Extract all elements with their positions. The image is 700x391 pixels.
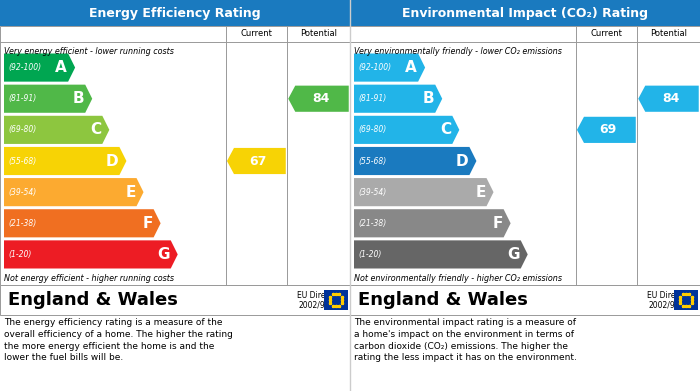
Text: (92-100): (92-100)	[358, 63, 391, 72]
Text: F: F	[492, 216, 503, 231]
Polygon shape	[354, 54, 425, 82]
Text: Current: Current	[240, 29, 272, 38]
Text: 67: 67	[250, 154, 267, 167]
Text: 84: 84	[662, 92, 679, 105]
Text: 2002/91/EC: 2002/91/EC	[299, 301, 343, 310]
Text: (21-38): (21-38)	[358, 219, 386, 228]
Bar	[0, 0, 350, 26]
Text: (55-68): (55-68)	[8, 156, 36, 165]
Bar	[674, 290, 698, 310]
Text: 84: 84	[312, 92, 329, 105]
Polygon shape	[354, 178, 493, 206]
Polygon shape	[354, 84, 442, 113]
Polygon shape	[4, 178, 143, 206]
Text: (39-54): (39-54)	[358, 188, 386, 197]
Polygon shape	[4, 209, 160, 237]
Text: C: C	[90, 122, 101, 137]
Text: Environmental Impact (CO₂) Rating: Environmental Impact (CO₂) Rating	[402, 7, 648, 20]
Polygon shape	[577, 117, 636, 143]
Text: C: C	[440, 122, 452, 137]
Text: B: B	[423, 91, 434, 106]
Text: Very environmentally friendly - lower CO₂ emissions: Very environmentally friendly - lower CO…	[354, 47, 562, 56]
Text: 69: 69	[600, 123, 617, 136]
Text: EU Directive: EU Directive	[648, 292, 694, 301]
Text: The environmental impact rating is a measure of
a home's impact on the environme: The environmental impact rating is a mea…	[354, 318, 577, 362]
Text: F: F	[142, 216, 153, 231]
Text: B: B	[73, 91, 84, 106]
Polygon shape	[4, 240, 178, 269]
Polygon shape	[354, 240, 528, 269]
Polygon shape	[4, 54, 75, 82]
Text: Not environmentally friendly - higher CO₂ emissions: Not environmentally friendly - higher CO…	[354, 274, 562, 283]
Text: Very energy efficient - lower running costs: Very energy efficient - lower running co…	[4, 47, 174, 56]
Text: E: E	[125, 185, 136, 200]
Polygon shape	[4, 147, 127, 175]
Text: (69-80): (69-80)	[358, 126, 386, 135]
Text: (55-68): (55-68)	[358, 156, 386, 165]
Bar	[324, 290, 348, 310]
Text: 2002/91/EC: 2002/91/EC	[649, 301, 693, 310]
Text: G: G	[508, 247, 519, 262]
Text: Current: Current	[590, 29, 622, 38]
Text: The energy efficiency rating is a measure of the
overall efficiency of a home. T: The energy efficiency rating is a measur…	[4, 318, 233, 362]
Text: Energy Efficiency Rating: Energy Efficiency Rating	[89, 7, 261, 20]
Polygon shape	[227, 148, 286, 174]
Bar	[0, 285, 350, 315]
Text: (81-91): (81-91)	[8, 94, 36, 103]
Text: E: E	[475, 185, 486, 200]
Text: (81-91): (81-91)	[358, 94, 386, 103]
Polygon shape	[354, 209, 510, 237]
Polygon shape	[354, 116, 459, 144]
Text: A: A	[405, 60, 417, 75]
Text: A: A	[55, 60, 67, 75]
Polygon shape	[288, 86, 349, 112]
Text: England & Wales: England & Wales	[358, 291, 528, 309]
Text: England & Wales: England & Wales	[8, 291, 178, 309]
Polygon shape	[354, 147, 477, 175]
Text: D: D	[456, 154, 468, 169]
Polygon shape	[638, 86, 699, 112]
Polygon shape	[4, 116, 109, 144]
Text: (21-38): (21-38)	[8, 219, 36, 228]
Polygon shape	[4, 84, 92, 113]
Text: Not energy efficient - higher running costs: Not energy efficient - higher running co…	[4, 274, 174, 283]
Text: D: D	[106, 154, 118, 169]
Text: Potential: Potential	[300, 29, 337, 38]
Text: (92-100): (92-100)	[8, 63, 41, 72]
Text: EU Directive: EU Directive	[298, 292, 344, 301]
Text: (1-20): (1-20)	[358, 250, 382, 259]
Bar	[350, 0, 700, 26]
Text: (39-54): (39-54)	[8, 188, 36, 197]
Text: Potential: Potential	[650, 29, 687, 38]
Bar	[0, 26, 350, 285]
Text: (1-20): (1-20)	[8, 250, 32, 259]
Text: (69-80): (69-80)	[8, 126, 36, 135]
Bar	[350, 26, 700, 285]
Text: G: G	[158, 247, 169, 262]
Bar	[350, 285, 700, 315]
